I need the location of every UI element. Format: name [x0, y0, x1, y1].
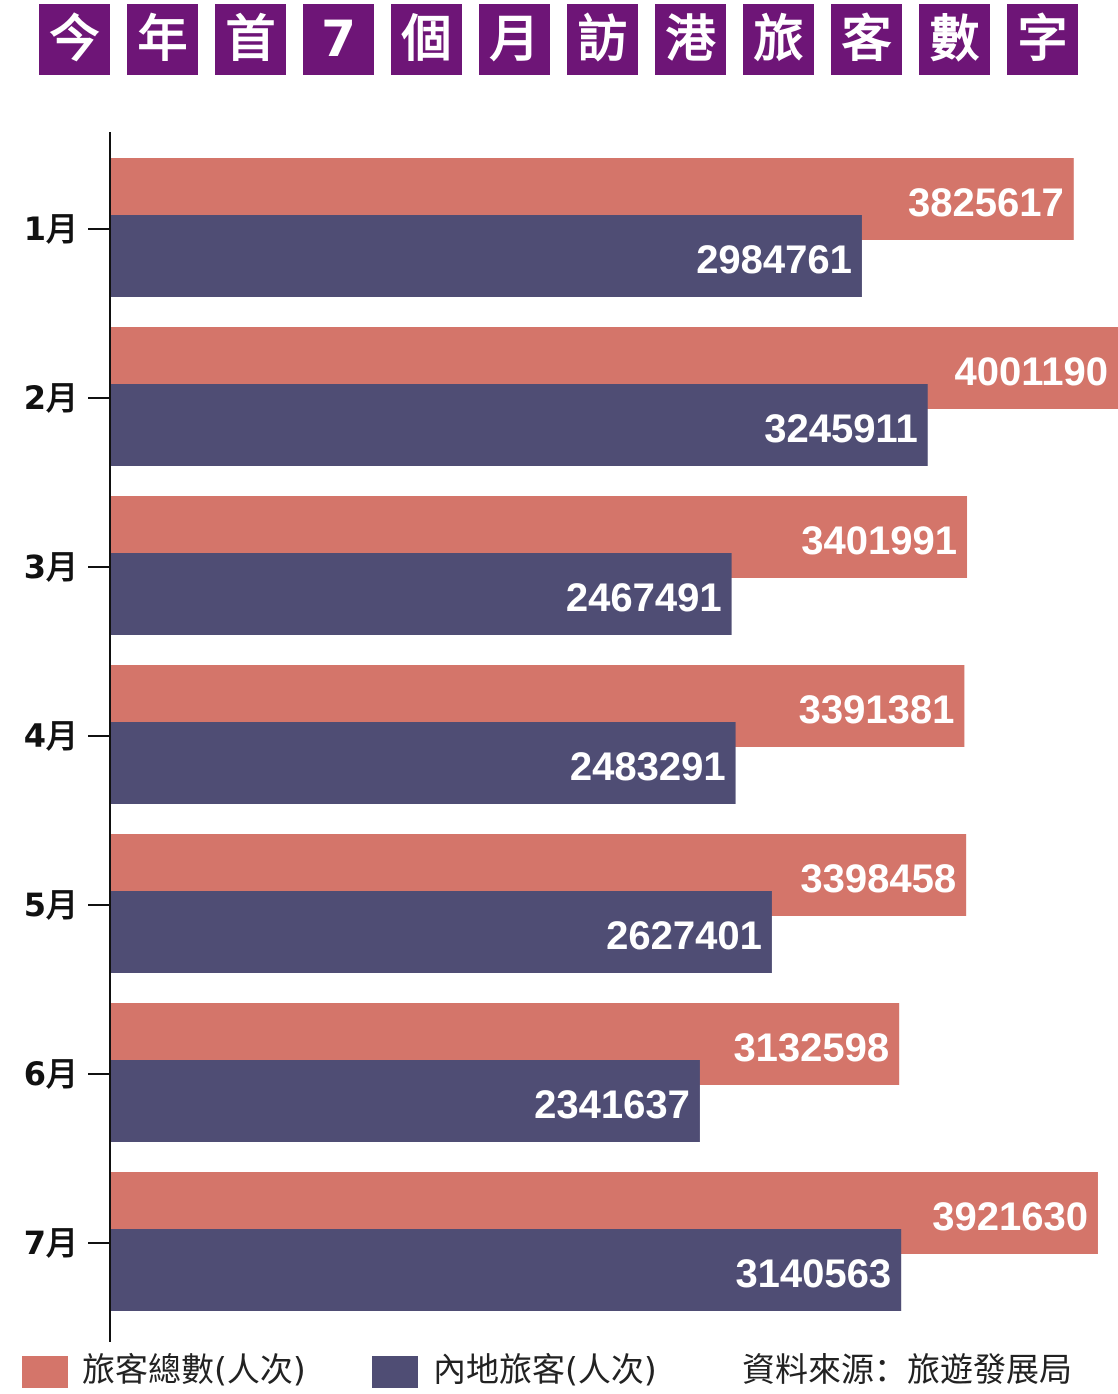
data-label-total: 3825617: [908, 181, 1064, 225]
y-axis-group: 1月 2月 3月 4月 5月 6月 7月: [24, 132, 111, 1342]
data-label-mainland: 2467491: [566, 576, 722, 620]
bar-mainland: [110, 1229, 902, 1311]
y-tick-label: 1月: [24, 210, 78, 248]
data-label-mainland: 3245911: [764, 407, 918, 451]
data-label-mainland: 2627401: [606, 914, 762, 958]
legend-label-total: 旅客總數(人次): [82, 1350, 306, 1389]
source-note: 資料來源：旅遊發展局: [742, 1350, 1072, 1389]
data-label-mainland: 2984761: [696, 238, 852, 282]
legend-swatch-total: [22, 1356, 68, 1388]
title-char-tile: 訪: [567, 4, 638, 75]
y-tick-label: 2月: [24, 379, 78, 417]
y-tick-label: 6月: [24, 1055, 78, 1093]
title-char-tile: 7: [303, 4, 374, 75]
data-label-total: 3398458: [800, 857, 956, 901]
y-tick-label: 3月: [24, 548, 78, 586]
title-char-tile: 旅: [743, 4, 814, 75]
y-tick-label: 7月: [24, 1224, 78, 1262]
title-char-tile: 數: [919, 4, 990, 75]
title-char-tile: 今: [39, 4, 110, 75]
bar-mainland: [110, 215, 862, 297]
title-char-tile: 首: [215, 4, 286, 75]
legend: 旅客總數(人次) 內地旅客(人次) 資料來源：旅遊發展局: [0, 1346, 1118, 1394]
legend-swatch-mainland: [372, 1356, 418, 1388]
bars-group: [110, 158, 1118, 1311]
title-char-tile: 港: [655, 4, 726, 75]
title-char-tile: 年: [127, 4, 198, 75]
data-label-total: 4001190: [954, 350, 1108, 394]
title-char-tile: 字: [1007, 4, 1078, 75]
title-char-tile: 個: [391, 4, 462, 75]
bar-mainland: [110, 722, 736, 804]
data-label-total: 3132598: [733, 1026, 889, 1070]
bar-mainland: [110, 553, 732, 635]
data-labels-group: 3825617 2984761 4001190 3245911 3401991 24674…: [534, 181, 1108, 1296]
data-label-total: 3391381: [799, 688, 955, 732]
data-label-mainland: 3140563: [735, 1252, 891, 1296]
data-label-mainland: 2341637: [534, 1083, 690, 1127]
y-tick-label: 5月: [24, 886, 78, 924]
title-char-tile: 月: [479, 4, 550, 75]
bar-mainland: [110, 1060, 700, 1142]
bar-mainland: [110, 891, 772, 973]
data-label-total: 3401991: [801, 519, 957, 563]
legend-label-mainland: 內地旅客(人次): [433, 1350, 657, 1389]
data-label-total: 3921630: [932, 1195, 1088, 1239]
bar-mainland: [110, 384, 928, 466]
title-char-tile: 客: [831, 4, 902, 75]
y-tick-label: 4月: [24, 717, 78, 755]
data-label-mainland: 2483291: [570, 745, 726, 789]
